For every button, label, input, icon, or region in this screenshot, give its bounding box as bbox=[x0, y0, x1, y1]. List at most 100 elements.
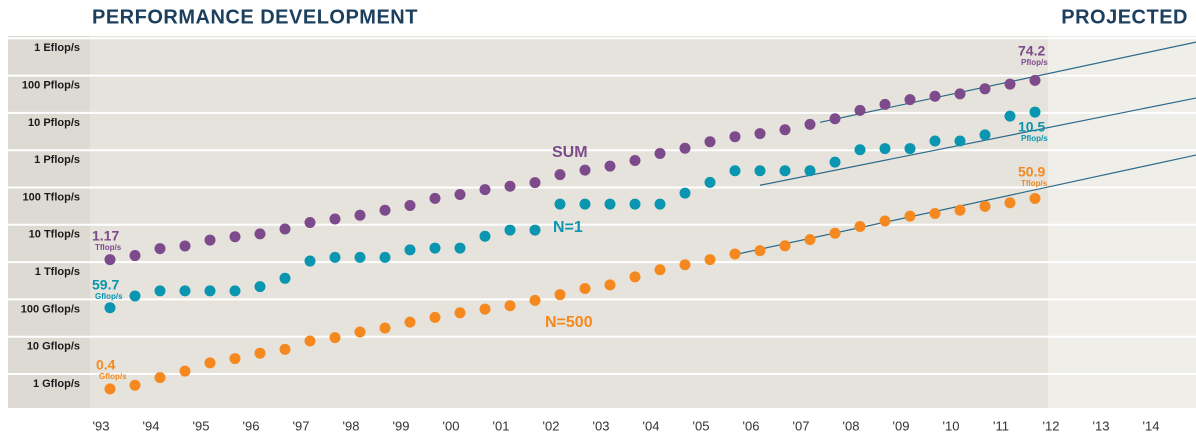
data-point bbox=[854, 221, 866, 233]
data-point bbox=[529, 177, 541, 189]
projection-line bbox=[759, 97, 1196, 186]
y-tick-label: 1 Gflop/s bbox=[33, 378, 80, 390]
y-tick-label: 1 Pflop/s bbox=[34, 154, 80, 166]
data-point bbox=[429, 311, 441, 323]
projected-title: PROJECTED bbox=[1061, 6, 1188, 28]
data-point bbox=[904, 94, 916, 106]
data-point bbox=[654, 198, 666, 210]
y-tick-label: 100 Pflop/s bbox=[22, 79, 80, 91]
data-point bbox=[954, 88, 966, 100]
y-tick-label: 1 Tflop/s bbox=[35, 266, 80, 278]
data-point bbox=[529, 294, 541, 306]
data-point bbox=[829, 227, 841, 239]
projected-area bbox=[1048, 36, 1196, 408]
data-point bbox=[554, 289, 566, 301]
data-point bbox=[779, 124, 791, 136]
data-point bbox=[179, 285, 191, 297]
data-point bbox=[679, 187, 691, 199]
data-point bbox=[479, 303, 491, 315]
series-label: N=500 bbox=[545, 314, 593, 331]
data-point bbox=[154, 285, 166, 297]
x-tick-label: '95 bbox=[193, 418, 210, 433]
data-point bbox=[779, 165, 791, 177]
x-tick-label: '05 bbox=[693, 418, 710, 433]
data-point bbox=[654, 148, 666, 160]
x-tick-label: '11 bbox=[993, 418, 1009, 433]
chart-title: PERFORMANCE DEVELOPMENT bbox=[92, 6, 418, 28]
data-point bbox=[654, 264, 666, 276]
data-point bbox=[204, 285, 216, 297]
x-tick-label: '08 bbox=[843, 418, 860, 433]
data-point bbox=[329, 332, 341, 344]
x-tick-label: '13 bbox=[1093, 418, 1110, 433]
data-point bbox=[554, 198, 566, 210]
value-label: 1.17 bbox=[92, 228, 119, 244]
data-point bbox=[379, 251, 391, 263]
data-point bbox=[1029, 106, 1041, 118]
data-point bbox=[554, 169, 566, 181]
x-tick-label: '93 bbox=[93, 418, 110, 433]
data-point bbox=[279, 223, 291, 235]
data-point bbox=[479, 184, 491, 196]
x-tick-label: '00 bbox=[443, 418, 460, 433]
data-point bbox=[229, 353, 241, 365]
y-label-panel bbox=[8, 36, 90, 408]
data-point bbox=[454, 188, 466, 200]
data-point bbox=[904, 143, 916, 155]
data-point bbox=[229, 231, 241, 243]
data-point bbox=[854, 104, 866, 116]
data-point bbox=[204, 234, 216, 246]
data-point bbox=[479, 230, 491, 242]
data-point bbox=[979, 200, 991, 212]
value-label: 0.4 bbox=[96, 357, 116, 373]
data-point bbox=[404, 199, 416, 211]
data-point bbox=[929, 135, 941, 147]
value-label-unit: Pflop/s bbox=[1021, 58, 1048, 67]
data-point bbox=[129, 379, 141, 391]
data-point bbox=[879, 215, 891, 227]
data-point bbox=[429, 242, 441, 254]
data-point bbox=[979, 83, 991, 95]
data-point bbox=[604, 198, 616, 210]
x-tick-label: '02 bbox=[543, 418, 560, 433]
data-point bbox=[754, 165, 766, 177]
data-point bbox=[579, 283, 591, 295]
data-point bbox=[704, 176, 716, 188]
data-point bbox=[254, 228, 266, 240]
series-label: N=1 bbox=[553, 219, 583, 236]
marks bbox=[104, 74, 1041, 395]
data-point bbox=[604, 279, 616, 291]
x-tick-label: '01 bbox=[493, 418, 510, 433]
data-point bbox=[179, 240, 191, 252]
data-point bbox=[254, 347, 266, 359]
y-tick-label: 10 Tflop/s bbox=[29, 229, 80, 241]
data-point bbox=[729, 248, 741, 260]
x-tick-label: '10 bbox=[943, 418, 960, 433]
value-label-unit: Tflop/s bbox=[1021, 179, 1048, 188]
labels: 1 Eflop/s 100 Pflop/s 10 Pflop/s 1 Pflop/s 1… bbox=[21, 42, 1160, 433]
x-tick-label: '14 bbox=[1143, 418, 1160, 433]
data-point bbox=[354, 209, 366, 221]
data-point bbox=[179, 365, 191, 377]
x-tick-label: '07 bbox=[793, 418, 810, 433]
data-point bbox=[429, 192, 441, 204]
value-label-unit: Pflop/s bbox=[1021, 134, 1048, 143]
data-point bbox=[354, 251, 366, 263]
data-point bbox=[904, 210, 916, 222]
data-point bbox=[154, 372, 166, 384]
y-tick-label: 100 Gflop/s bbox=[21, 303, 80, 315]
x-tick-label: '04 bbox=[643, 418, 660, 433]
data-point bbox=[954, 204, 966, 216]
data-point bbox=[829, 113, 841, 125]
data-point bbox=[1004, 110, 1016, 122]
grid bbox=[8, 37, 1196, 376]
x-tick-label: '09 bbox=[893, 418, 910, 433]
data-point bbox=[279, 272, 291, 284]
data-point bbox=[454, 307, 466, 319]
data-point bbox=[154, 243, 166, 255]
data-point bbox=[629, 271, 641, 283]
data-point bbox=[129, 250, 141, 262]
data-point bbox=[579, 164, 591, 176]
data-point bbox=[929, 208, 941, 220]
